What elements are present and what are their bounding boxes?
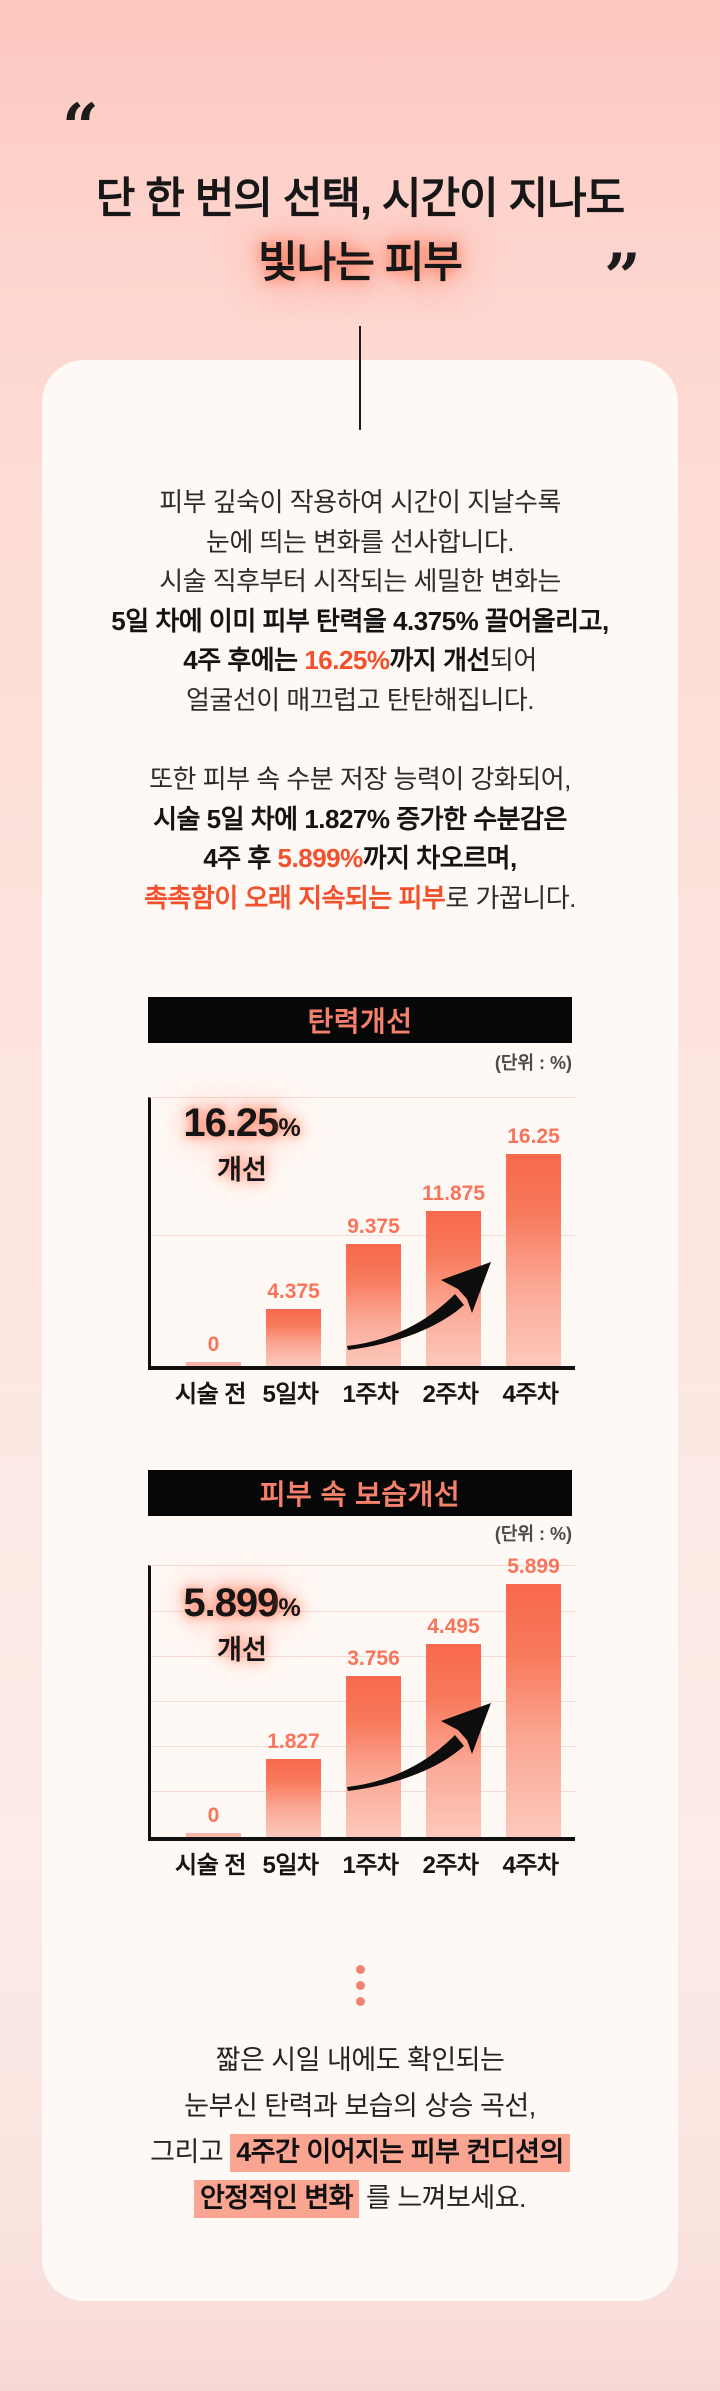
chart1-big-caption: 개선 — [217, 1155, 267, 1185]
chart1-highlight-number: 16.25% 개선 — [150, 1101, 334, 1187]
hero-title-line1: 단 한 번의 선택, 시간이 지나도 — [95, 175, 625, 223]
bar-value-label: 16.25 — [507, 1125, 560, 1148]
chart2-x-axis-labels: 시술 전 5일차 1주차 2주차 4주차 — [148, 1845, 572, 1879]
intro-segment: 까지 개선 — [389, 645, 491, 675]
outro-segment: 그리고 — [150, 2137, 231, 2167]
chart1-x-axis-labels: 시술 전 5일차 1주차 2주차 4주차 — [148, 1374, 572, 1408]
chart2-big-caption: 개선 — [217, 1635, 267, 1665]
x-axis-label: 5일차 — [262, 1852, 319, 1879]
outro-segment: 를 느껴보세요. — [359, 2183, 527, 2213]
outro-line-mixed: 안정적인 변화 를 느껴보세요. — [0, 2175, 720, 2221]
intro-paragraph-moisture: 또한 피부 속 수분 저장 능력이 강화되어, 시술 5일 차에 1.827% … — [0, 760, 720, 918]
outro-line: 눈부신 탄력과 보습의 상승 곡선, — [184, 2091, 536, 2121]
close-quote-mark: ” — [604, 240, 641, 315]
bar-value-label: 0 — [207, 1804, 220, 1827]
chart1-title: 탄력개선 — [307, 1006, 413, 1037]
chart1-title-bar: 탄력개선 — [148, 997, 572, 1043]
x-axis-label: 5일차 — [262, 1381, 319, 1408]
bar-시술 전 — [186, 1833, 241, 1837]
intro-segment: 로 가꿉니다. — [445, 882, 576, 913]
intro-line: 또한 피부 속 수분 저장 능력이 강화되어, — [149, 764, 571, 794]
bar-시술 전 — [186, 1362, 241, 1366]
vertical-divider-line — [359, 326, 361, 430]
bar-5일차 — [266, 1759, 321, 1837]
intro-line: 눈에 띄는 변화를 선사합니다. — [206, 526, 514, 557]
intro-line-bold: 시술 5일 차에 1.827% 증가한 수분감은 — [153, 803, 567, 834]
intro-line-mixed: 4주 후에는 16.25%까지 개선되어 — [0, 641, 720, 681]
bar-1주차 — [346, 1676, 401, 1837]
chart2-up-arrow-icon — [345, 1697, 495, 1792]
intro-segment: 되어 — [489, 645, 537, 675]
intro-line-mixed: 4주 후 5.899%까지 차오르며, — [0, 839, 720, 879]
gridline — [151, 1235, 575, 1236]
intro-line-bold: 5일 차에 이미 피부 탄력을 4.375% 끌어올리고, — [111, 605, 609, 636]
bar-value-label: 3.756 — [347, 1647, 400, 1670]
bar-value-label: 9.375 — [347, 1215, 400, 1238]
intro-line-mixed: 촉촉함이 오래 지속되는 피부로 가꿉니다. — [0, 879, 720, 919]
ellipsis-dots-divider — [0, 1965, 720, 2006]
intro-accent-value: 5.899% — [277, 843, 364, 873]
intro-accent-value: 16.25% — [304, 645, 390, 675]
chart2-big-value: 5.899 — [183, 1581, 279, 1625]
chart1-unit-label: (단위 : %) — [494, 1053, 572, 1073]
bar-4주차 — [506, 1584, 561, 1837]
intro-paragraph-elasticity: 피부 깊숙이 작용하여 시간이 지날수록 눈에 띄는 변화를 선사합니다. 시술… — [0, 483, 720, 720]
x-axis-label: 시술 전 — [175, 1381, 246, 1408]
hero-title-line2: 빛나는 피부 — [258, 239, 463, 287]
outro-line: 짧은 시일 내에도 확인되는 — [215, 2045, 505, 2075]
outro-highlighted-phrase: 안정적인 변화 — [193, 2180, 359, 2218]
intro-accent-phrase: 촉촉함이 오래 지속되는 피부 — [144, 882, 446, 913]
bar-5일차 — [266, 1309, 321, 1366]
chart1-up-arrow-icon — [345, 1256, 495, 1351]
dot-icon — [355, 1997, 365, 2006]
x-axis-label: 4주차 — [502, 1381, 559, 1408]
chart2-title-bar: 피부 속 보습개선 — [148, 1470, 572, 1516]
chart2-unit-label: (단위 : %) — [494, 1524, 572, 1544]
chart1-big-value: 16.25 — [183, 1101, 279, 1145]
bar-value-label: 5.899 — [507, 1555, 560, 1578]
intro-line: 얼굴선이 매끄럽고 탄탄해집니다. — [185, 684, 535, 715]
chart2-title: 피부 속 보습개선 — [259, 1479, 461, 1510]
bar-value-label: 4.375 — [267, 1280, 320, 1303]
intro-line: 시술 직후부터 시작되는 세밀한 변화는 — [159, 566, 561, 596]
outro-highlighted-phrase: 4주간 이어지는 피부 컨디션의 — [230, 2134, 570, 2172]
outro-paragraph: 짧은 시일 내에도 확인되는 눈부신 탄력과 보습의 상승 곡선, 그리고 4주… — [0, 2037, 720, 2221]
intro-segment: 4주 후 — [203, 843, 278, 873]
bar-value-label: 11.875 — [421, 1182, 486, 1205]
chart2-big-percent: % — [278, 1594, 301, 1622]
x-axis-label: 2주차 — [422, 1852, 479, 1879]
dot-icon — [355, 1965, 365, 1974]
bar-value-label: 4.495 — [427, 1615, 480, 1638]
chart1-big-percent: % — [278, 1114, 301, 1142]
bar-value-label: 0 — [207, 1333, 220, 1356]
outro-line-mixed: 그리고 4주간 이어지는 피부 컨디션의 — [0, 2129, 720, 2175]
bar-4주차 — [506, 1154, 561, 1366]
gridline — [151, 1656, 575, 1657]
open-quote-mark: “ — [62, 90, 99, 165]
chart2-highlight-number: 5.899% 개선 — [150, 1581, 334, 1667]
x-axis-label: 4주차 — [502, 1852, 559, 1879]
x-axis-label: 1주차 — [342, 1381, 399, 1408]
dot-icon — [355, 1981, 365, 1990]
gridline — [151, 1611, 575, 1612]
bar-value-label: 1.827 — [267, 1730, 320, 1753]
intro-segment: 까지 차오르며, — [362, 843, 517, 873]
x-axis-label: 2주차 — [422, 1381, 479, 1408]
intro-line: 피부 깊숙이 작용하여 시간이 지날수록 — [159, 487, 561, 517]
x-axis-label: 1주차 — [342, 1852, 399, 1879]
x-axis-label: 시술 전 — [175, 1852, 246, 1879]
intro-segment: 4주 후에는 — [183, 645, 305, 675]
